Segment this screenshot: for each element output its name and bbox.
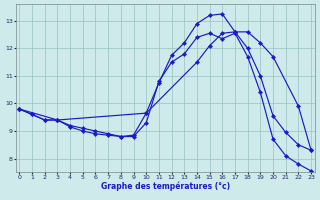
X-axis label: Graphe des températures (°c): Graphe des températures (°c) (101, 181, 230, 191)
